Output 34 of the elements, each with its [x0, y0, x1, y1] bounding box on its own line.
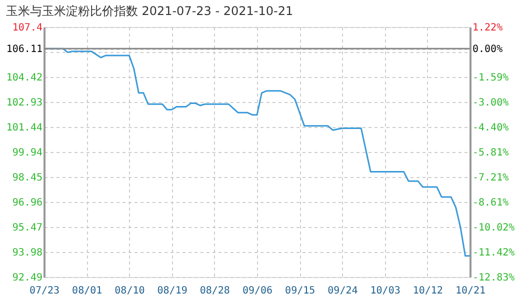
x-tick-label: 09/15 [285, 286, 316, 296]
y2-tick-label: -5.81% [472, 148, 509, 159]
y2-tick-label: -12.83% [472, 272, 515, 284]
y-tick-label: 102.93 [6, 97, 42, 108]
x-tick-label: 09/24 [328, 286, 358, 296]
y-tick-label: 96.96 [12, 198, 42, 209]
y-tick-label: 101.44 [6, 122, 42, 134]
y2-tick-label: -8.61% [472, 197, 509, 208]
x-tick-label: 09/06 [242, 286, 273, 296]
y-tick-label: 98.45 [12, 172, 42, 184]
y2-tick-label: 1.22% [472, 22, 503, 34]
y2-tick-label: 0.00% [472, 44, 503, 56]
x-tick-label: 08/01 [72, 286, 102, 296]
y-tick-label: 106.11 [6, 44, 42, 56]
x-tick-label: 10/03 [370, 286, 400, 296]
y2-tick-label: -3.00% [472, 98, 509, 109]
y2-tick-label: -4.40% [472, 122, 509, 134]
y-tick-label: 104.42 [6, 72, 42, 84]
y2-tick-label: -10.02% [472, 222, 515, 234]
chart-title: 玉米与玉米淀粉比价指数 2021-07-23 - 2021-10-21 [6, 4, 294, 18]
y-tick-label: 93.98 [12, 248, 42, 259]
x-tick-label: 10/12 [412, 286, 443, 296]
y2-tick-label: -7.21% [472, 172, 509, 184]
y-tick-label: 95.47 [12, 222, 42, 234]
x-tick-label: 08/28 [200, 286, 230, 296]
y2-tick-label: -11.42% [472, 247, 515, 258]
y-tick-label: 99.94 [12, 148, 42, 159]
y-tick-label: 92.49 [12, 272, 42, 284]
y-tick-label: 107.4 [12, 22, 42, 34]
y2-tick-label: -1.59% [472, 72, 509, 84]
x-tick-label: 08/10 [114, 286, 145, 296]
x-tick-label: 08/19 [157, 286, 188, 296]
x-tick-label: 10/21 [455, 286, 486, 296]
x-tick-label: 07/23 [29, 286, 60, 296]
